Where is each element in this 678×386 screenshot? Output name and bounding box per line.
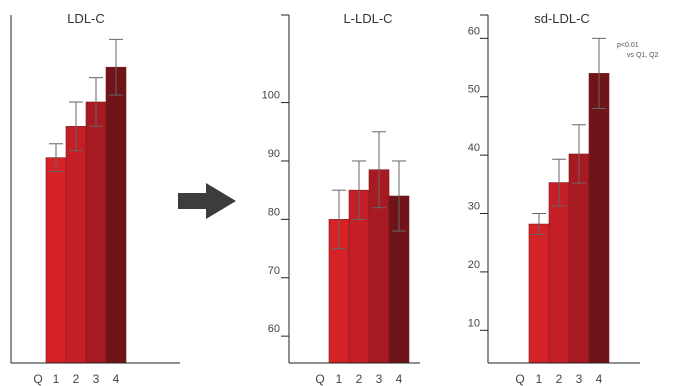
x-axis-label: Q	[315, 372, 324, 386]
chart-panel-2: L-LDL-C 1 2 3 4 60 70 80 90 100 Q	[262, 11, 420, 386]
bar-q4	[588, 73, 610, 364]
bar-q3	[568, 153, 590, 364]
x-tick-label: 4	[596, 372, 603, 386]
x-tick-label: 3	[376, 372, 383, 386]
significance-note: p<0.01 vs Q1, Q2	[617, 42, 659, 59]
x-tick-label: 3	[93, 372, 100, 386]
y-tick-label: 100	[262, 90, 280, 102]
x-tick-label: 2	[356, 372, 363, 386]
x-tick-label: 4	[113, 372, 120, 386]
bar-q3	[85, 101, 107, 364]
y-tick-label: 90	[268, 148, 280, 160]
x-axis-label: Q	[33, 372, 42, 386]
y-tick-label: 60	[268, 323, 280, 335]
bar-q2	[548, 182, 570, 364]
x-tick-label: 3	[576, 372, 583, 386]
chart-panel-3: sd-LDL-C 1 2 3 4 10 20 30 40 50 60 Qp<0.01 vs Q1, Q2	[468, 11, 659, 386]
y-tick-label: 50	[468, 84, 480, 96]
x-tick-label: 1	[536, 372, 543, 386]
bar-q4	[105, 66, 127, 364]
x-tick-label: 1	[336, 372, 343, 386]
y-tick-label: 30	[468, 201, 480, 213]
x-tick-label: 2	[556, 372, 563, 386]
bar-q1	[45, 157, 67, 364]
chart-panel-1: LDL-C 1 2 3 4 Q	[10, 11, 180, 386]
chart-title: LDL-C	[67, 11, 105, 26]
y-tick-label: 80	[268, 206, 280, 218]
y-tick-label: 60	[468, 25, 480, 37]
significance-note-line: p<0.01	[617, 42, 639, 49]
significance-note-line: vs Q1, Q2	[627, 52, 659, 59]
y-tick-label: 10	[468, 317, 480, 329]
x-tick-label: 2	[73, 372, 80, 386]
y-tick-label: 70	[268, 265, 280, 277]
right-arrow-icon	[178, 183, 236, 219]
y-tick-label: 40	[468, 142, 480, 154]
x-axis-label: Q	[515, 372, 524, 386]
x-tick-label: 1	[53, 372, 60, 386]
chart-title: L-LDL-C	[343, 11, 392, 26]
chart-title: sd-LDL-C	[534, 11, 590, 26]
y-tick-label: 20	[468, 259, 480, 271]
x-tick-label: 4	[396, 372, 403, 386]
bar-q2	[65, 126, 87, 364]
bar-q1	[528, 223, 550, 364]
